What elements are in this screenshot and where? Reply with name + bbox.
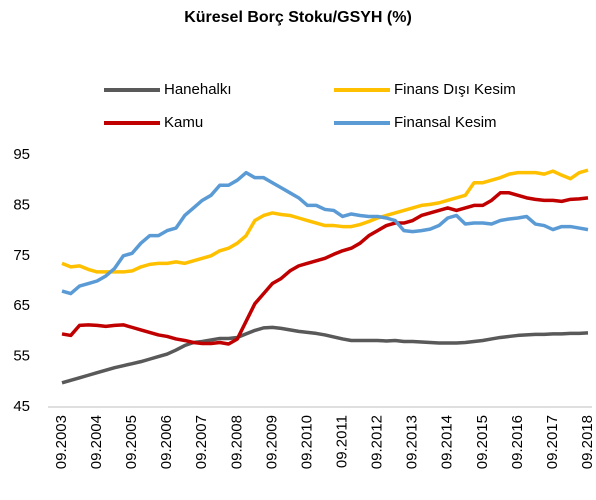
legend-label: Finansal Kesim bbox=[394, 114, 497, 131]
x-tick-label: 09.2018 bbox=[579, 415, 596, 469]
x-tick-label: 09.2007 bbox=[193, 415, 210, 469]
x-tick-label: 09.2009 bbox=[263, 415, 280, 469]
x-tick-label: 09.2016 bbox=[509, 415, 526, 469]
x-tick-label: 09.2017 bbox=[544, 415, 561, 469]
series-line bbox=[61, 325, 589, 385]
y-tick-label: 45 bbox=[13, 398, 30, 415]
legend-label: Kamu bbox=[164, 114, 203, 131]
x-tick-label: 09.2014 bbox=[439, 415, 456, 469]
legend-label: Hanehalkı bbox=[164, 81, 232, 98]
y-tick-label: 85 bbox=[13, 196, 30, 213]
series-line bbox=[61, 168, 589, 274]
x-tick-label: 09.2004 bbox=[88, 415, 105, 469]
y-tick-label: 95 bbox=[13, 146, 30, 163]
legend-label: Finans Dışı Kesim bbox=[394, 81, 516, 98]
x-tick-label: 09.2015 bbox=[474, 415, 491, 469]
y-tick-label: 65 bbox=[13, 297, 30, 314]
x-tick-label: 09.2005 bbox=[123, 415, 140, 469]
series-line bbox=[61, 170, 589, 296]
x-tick-label: 09.2013 bbox=[404, 415, 421, 469]
x-tick-label: 09.2011 bbox=[334, 415, 351, 468]
x-tick-label: 09.2010 bbox=[298, 415, 315, 469]
x-tick-label: 09.2012 bbox=[369, 415, 386, 469]
y-tick-label: 75 bbox=[13, 247, 30, 264]
chart-title: Küresel Borç Stoku/GSYH (%) bbox=[184, 9, 412, 26]
series-line bbox=[61, 191, 589, 346]
x-tick-label: 09.2003 bbox=[53, 415, 70, 469]
x-tick-label: 09.2006 bbox=[158, 415, 175, 469]
x-tick-label: 09.2008 bbox=[228, 415, 245, 469]
y-tick-label: 55 bbox=[13, 348, 30, 365]
